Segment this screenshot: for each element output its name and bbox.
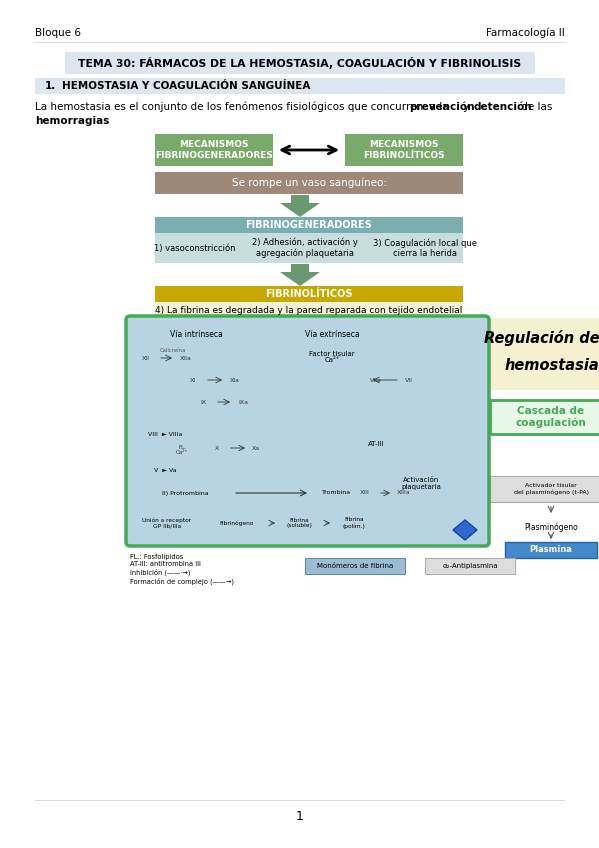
Text: XIIa: XIIa (180, 355, 192, 360)
Text: XIa: XIa (230, 377, 240, 382)
Text: 1: 1 (296, 810, 304, 823)
FancyBboxPatch shape (140, 485, 230, 501)
Text: Vía intrínseca: Vía intrínseca (170, 330, 223, 339)
Polygon shape (453, 520, 477, 540)
Text: AT-III: AT-III (368, 441, 384, 447)
FancyBboxPatch shape (140, 427, 190, 443)
FancyBboxPatch shape (155, 302, 463, 319)
Text: Calicreína: Calicreína (160, 349, 186, 354)
FancyBboxPatch shape (350, 436, 402, 452)
FancyBboxPatch shape (126, 316, 489, 546)
FancyBboxPatch shape (333, 516, 375, 530)
Text: XIIIa: XIIIa (397, 490, 411, 495)
Text: prevención: prevención (409, 102, 474, 113)
Text: Regulación de la: Regulación de la (484, 330, 599, 346)
FancyBboxPatch shape (140, 463, 190, 477)
FancyBboxPatch shape (385, 472, 457, 494)
Text: Activación
plaquetaria: Activación plaquetaria (401, 477, 441, 489)
FancyBboxPatch shape (210, 516, 265, 530)
Text: Activador tisular
del plasminógeno (t-PA): Activador tisular del plasminógeno (t-PA… (513, 483, 588, 494)
Text: Farmacología II: Farmacología II (486, 28, 565, 38)
Text: Fibrina
(soluble): Fibrina (soluble) (286, 517, 312, 528)
FancyBboxPatch shape (345, 134, 463, 166)
Text: FIBRINOLÍTICOS: FIBRINOLÍTICOS (265, 289, 353, 299)
Text: Fibrinógeno: Fibrinógeno (220, 521, 254, 526)
Text: y: y (460, 102, 473, 112)
FancyBboxPatch shape (278, 516, 320, 530)
FancyBboxPatch shape (155, 134, 273, 166)
Polygon shape (280, 264, 320, 286)
Text: Fibrina
(polím.): Fibrina (polím.) (343, 517, 365, 528)
Text: Vía extrínseca: Vía extrínseca (305, 330, 359, 339)
Text: 2) Adhesión, activación y
agregación plaquetaria: 2) Adhesión, activación y agregación pla… (252, 237, 358, 259)
FancyBboxPatch shape (65, 52, 535, 74)
Text: IXa: IXa (238, 399, 248, 404)
FancyBboxPatch shape (155, 286, 463, 302)
Text: Se rompe un vaso sanguíneo:: Se rompe un vaso sanguíneo: (231, 178, 386, 188)
Text: XI: XI (190, 377, 196, 382)
Text: detención: detención (474, 102, 533, 112)
Text: 4) La fibrina es degradada y la pared reparada con tejido endotelial: 4) La fibrina es degradada y la pared re… (155, 306, 462, 315)
Text: MECANISMOS
FIBRINOLÍTICOS: MECANISMOS FIBRINOLÍTICOS (363, 140, 445, 159)
FancyBboxPatch shape (505, 542, 597, 558)
FancyBboxPatch shape (138, 512, 196, 534)
Text: hemorragias: hemorragias (35, 116, 110, 126)
Text: Monómeros de fibrina: Monómeros de fibrina (317, 563, 393, 569)
Text: de las: de las (518, 102, 552, 112)
Text: 1.: 1. (45, 81, 56, 91)
Text: VII: VII (405, 377, 413, 382)
Text: FL,
Ca²⁺: FL, Ca²⁺ (176, 444, 188, 455)
Text: Factor tisular
Ca²⁺: Factor tisular Ca²⁺ (309, 350, 355, 364)
Text: II) Protrombina: II) Protrombina (162, 490, 208, 495)
Text: TEMA 30: FÁRMACOS DE LA HEMOSTASIA, COAGULACIÓN Y FIBRINOLISIS: TEMA 30: FÁRMACOS DE LA HEMOSTASIA, COAG… (78, 57, 522, 69)
FancyBboxPatch shape (135, 340, 480, 537)
FancyBboxPatch shape (298, 344, 366, 370)
Text: Bloque 6: Bloque 6 (35, 28, 81, 38)
Text: 1) vasoconstricción: 1) vasoconstricción (155, 243, 236, 253)
FancyBboxPatch shape (425, 558, 515, 574)
FancyBboxPatch shape (490, 400, 599, 434)
Text: FIBRINOGENERADORES: FIBRINOGENERADORES (246, 220, 373, 230)
Text: Unión a receptor
GP IIb/IIIa: Unión a receptor GP IIb/IIIa (143, 517, 192, 528)
Text: α₂-Antiplasmina: α₂-Antiplasmina (442, 563, 498, 569)
Text: FL.: Fosfolípidos
AT-III: antitrombina III
Inhibición (——·→)
Formación de comple: FL.: Fosfolípidos AT-III: antitrombina I… (130, 554, 234, 585)
Text: XIII: XIII (360, 490, 370, 495)
Text: X: X (215, 445, 219, 450)
Text: MECANISMOS
FIBRINOGENERADORES: MECANISMOS FIBRINOGENERADORES (155, 140, 273, 159)
FancyBboxPatch shape (310, 485, 365, 501)
FancyBboxPatch shape (305, 558, 405, 574)
Text: La hemostasia es el conjunto de los fenómenos fisiológicos que concurren  a la: La hemostasia es el conjunto de los fenó… (35, 102, 452, 113)
FancyBboxPatch shape (485, 318, 599, 390)
Text: 3) Coagulación local que
cierra la herida: 3) Coagulación local que cierra la herid… (373, 238, 477, 258)
Text: Xa: Xa (252, 445, 260, 450)
Text: Trombina: Trombina (322, 490, 352, 495)
Text: Cascada de
coagulación: Cascada de coagulación (516, 406, 586, 428)
FancyBboxPatch shape (155, 172, 463, 194)
Text: XII: XII (142, 355, 150, 360)
Text: hemostasia: hemostasia (504, 358, 599, 372)
Text: Plasminógeno: Plasminógeno (524, 523, 578, 533)
Text: V  ► Va: V ► Va (154, 467, 176, 472)
Text: IX: IX (200, 399, 206, 404)
Text: VIII  ► VIIIa: VIII ► VIIIa (148, 432, 182, 438)
Polygon shape (280, 195, 320, 217)
Text: Plasmina: Plasmina (530, 545, 573, 555)
FancyBboxPatch shape (490, 476, 599, 502)
Text: HEMOSTASIA Y COAGULACIÓN SANGUÍNEA: HEMOSTASIA Y COAGULACIÓN SANGUÍNEA (62, 81, 310, 91)
Text: VIIa: VIIa (370, 377, 382, 382)
FancyBboxPatch shape (155, 233, 463, 263)
FancyBboxPatch shape (35, 78, 565, 94)
FancyBboxPatch shape (155, 217, 463, 233)
